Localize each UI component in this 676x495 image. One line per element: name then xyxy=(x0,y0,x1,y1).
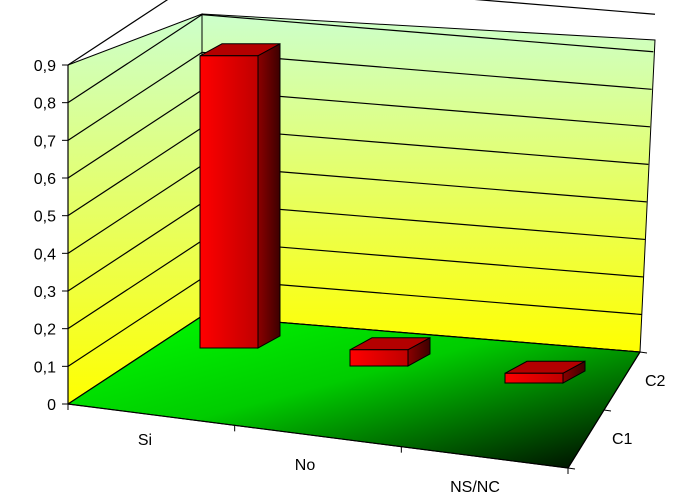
depth-tick-label: C2 xyxy=(645,373,666,390)
gridline-side xyxy=(67,0,169,66)
gridline-side xyxy=(67,240,203,330)
y-tick-label: 0,4 xyxy=(34,246,56,263)
depth-tick-label: C1 xyxy=(612,431,633,448)
gridline-side xyxy=(67,51,203,141)
depth-axis-ticks: C1 C2 xyxy=(567,351,666,470)
bars xyxy=(199,42,586,384)
gridline-side xyxy=(67,164,203,254)
gridline-back xyxy=(201,14,654,53)
y-tick-label: 0,6 xyxy=(34,171,56,188)
bar-front xyxy=(199,55,259,349)
bar xyxy=(349,336,431,367)
depth-tick-mark xyxy=(639,351,648,354)
x-tick-label: NS/NC xyxy=(450,479,500,495)
y-tick-label: 0,7 xyxy=(34,133,56,150)
gridline-side xyxy=(67,127,203,217)
x-axis-line xyxy=(67,403,569,469)
y-axis-ticks: 0 0,1 0,2 0,3 0,4 0,5 0,6 0,7 0,8 0,9 xyxy=(34,58,68,414)
gridline-side xyxy=(67,14,203,104)
depth-tick-mark xyxy=(567,467,576,470)
bar xyxy=(199,42,281,349)
gridline-side xyxy=(67,315,203,405)
gridline-side xyxy=(67,277,203,367)
y-tick-label: 0,5 xyxy=(34,209,56,226)
y-tick-label: 0,8 xyxy=(34,96,56,113)
y-tick-label: 0,1 xyxy=(34,359,56,376)
gridline-side xyxy=(67,202,203,292)
bar-side xyxy=(257,42,281,349)
y-tick-label: 0,9 xyxy=(34,58,56,75)
bar xyxy=(504,360,586,384)
bar-front xyxy=(504,372,564,384)
bar-front xyxy=(349,349,409,367)
y-tick-label: 0,3 xyxy=(34,284,56,301)
x-tick-label: No xyxy=(295,457,316,474)
x-tick-label: Si xyxy=(138,432,152,449)
gridline-side xyxy=(67,89,203,179)
depth-tick-mark xyxy=(603,409,612,412)
gridline-back xyxy=(474,0,656,15)
y-tick-label: 0,2 xyxy=(34,322,56,339)
y-tick-label: 0 xyxy=(47,397,56,414)
x-axis-ticks: Si No NS/NC xyxy=(67,404,569,495)
